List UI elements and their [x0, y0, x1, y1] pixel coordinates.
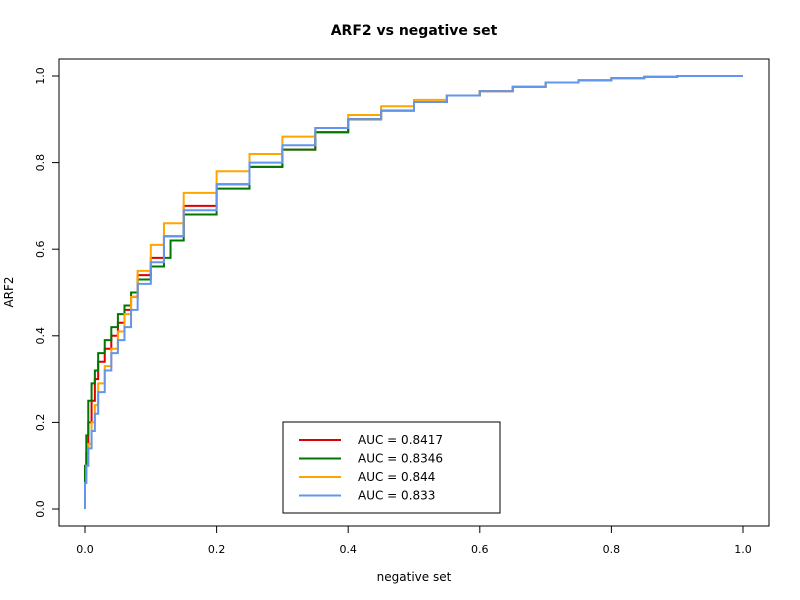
series-layer	[84, 75, 743, 509]
y-tick-label: 1.0	[34, 67, 47, 85]
legend-label: AUC = 0.8417	[358, 433, 443, 447]
y-axis: 0.0 0.2 0.4 0.6 0.8 1.0	[34, 67, 60, 518]
chart-title: ARF2 vs negative set	[331, 23, 498, 39]
x-tick-label: 0.2	[208, 543, 226, 556]
legend: AUC = 0.8417 AUC = 0.8346 AUC = 0.844 AUC =…	[282, 421, 501, 514]
legend-label: AUC = 0.844	[358, 470, 435, 484]
x-axis-label: negative set	[377, 570, 452, 584]
x-axis: 0.0 0.2 0.4 0.6 0.8 1.0	[76, 525, 752, 556]
y-tick-label: 0.0	[34, 500, 47, 518]
x-tick-label: 0.8	[603, 543, 621, 556]
x-tick-label: 0.6	[471, 543, 489, 556]
x-tick-label: 1.0	[734, 543, 752, 556]
roc-series-4	[84, 75, 743, 509]
y-tick-label: 0.8	[34, 154, 47, 172]
legend-box	[282, 421, 501, 514]
x-tick-label: 0.4	[339, 543, 357, 556]
y-tick-label: 0.6	[34, 240, 47, 258]
legend-label: AUC = 0.8346	[358, 452, 443, 466]
y-tick-label: 0.4	[34, 327, 47, 345]
x-tick-label: 0.0	[76, 543, 94, 556]
y-axis-label: ARF2	[2, 276, 16, 307]
y-tick-label: 0.2	[34, 414, 47, 432]
legend-label: AUC = 0.833	[358, 489, 435, 503]
